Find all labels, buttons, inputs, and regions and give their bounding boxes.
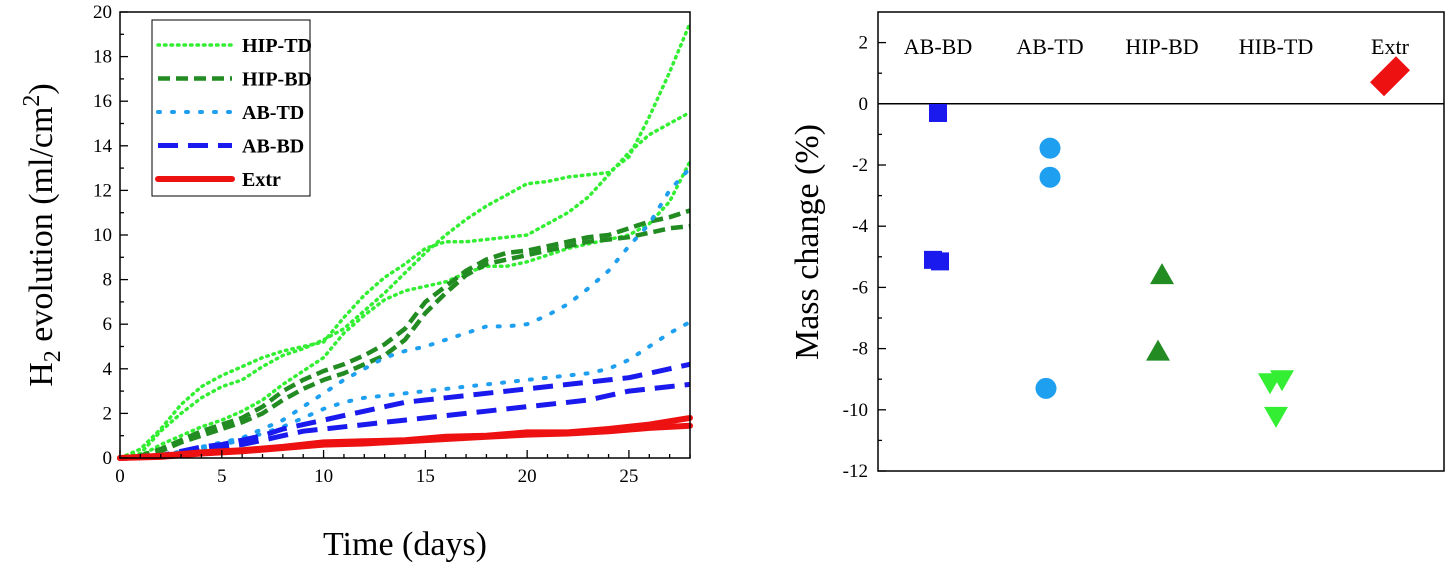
y-title-part-1: H: [23, 362, 60, 387]
mass-y-tick-label: 0: [859, 94, 869, 115]
x-tick-label: 10: [314, 466, 333, 487]
legend-label-extr: Extr: [242, 169, 281, 191]
x-tick-label: 15: [416, 466, 435, 487]
point-ab-bd-1: [929, 103, 947, 122]
mass-y-tick-label: -8: [852, 339, 868, 360]
y-tick-label: 6: [103, 314, 113, 335]
legend-label-ab-bd: AB-BD: [242, 136, 304, 158]
y-tick-label: 20: [93, 2, 112, 23]
series-line-hip-td-run-1: [118, 110, 692, 460]
series-line-hip-td-run-3: [118, 21, 692, 460]
series-line-hip-bd-run-2: [119, 223, 691, 461]
left-series-lines: [117, 21, 693, 461]
mass-y-tick-label: -4: [852, 216, 868, 237]
category-label-ab-bd: AB-BD: [904, 34, 972, 59]
series-line-extr-run-2: [117, 422, 693, 461]
y-tick-label: 0: [103, 448, 113, 469]
y-tick-label: 16: [93, 91, 112, 112]
mass-y-tick-label: 2: [859, 33, 869, 54]
y-tick-label: 8: [103, 270, 113, 291]
point-hib-td-3: [1264, 406, 1288, 428]
y-title-sub: 2: [40, 350, 66, 362]
category-label-extr: Extr: [1371, 34, 1410, 59]
x-tick-label: 20: [518, 466, 537, 487]
y-title-part-3: ): [23, 83, 60, 94]
point-ab-td-1: [1039, 137, 1061, 159]
legend-label-hip-td: HIP-TD: [242, 35, 312, 57]
category-labels: AB-BD AB-TD HIP-BD HIB-TD Extr: [904, 34, 1410, 59]
y-tick-label: 12: [93, 180, 112, 201]
category-label-ab-td: AB-TD: [1016, 34, 1083, 59]
mass-y-tick-label: -12: [843, 461, 868, 482]
point-hip-bd-2: [1146, 339, 1170, 361]
series-line-ab-bd-run-2: [120, 381, 691, 461]
x-axis-title: Time (days): [323, 526, 487, 563]
x-tick-label: 0: [115, 466, 125, 487]
y-tick-label: 4: [103, 359, 113, 380]
y-tick-label: 10: [93, 225, 112, 246]
series-line-hip-bd-run-1: [119, 208, 691, 461]
mass-change-axis-title: Mass change (%): [789, 124, 826, 360]
x-tick-label: 5: [217, 466, 227, 487]
mass-y-tick-label: -6: [852, 277, 868, 298]
legend-label-ab-td: AB-TD: [242, 102, 304, 124]
scatter-points: [924, 56, 1410, 428]
left-axis-ticks: 0 5 10 15 20 25 0 2 4 6 8 10 12 14 16 18 20: [93, 2, 691, 487]
right-axis-ticks: 2 0 -2 -4 -6 -8 -10 -12: [843, 33, 886, 482]
point-hib-td-2: [1270, 370, 1294, 392]
mass-y-tick-label: -2: [852, 155, 868, 176]
legend-label-hip-bd: HIP-BD: [242, 69, 312, 91]
y-tick-label: 14: [93, 136, 113, 157]
point-ab-td-2: [1039, 166, 1061, 188]
category-label-hib-td: HIB-TD: [1239, 34, 1314, 59]
point-ab-td-3: [1035, 377, 1057, 399]
x-tick-label: 25: [619, 466, 638, 487]
y-axis-title: H2 evolution (ml/cm2): [19, 83, 66, 387]
y-tick-label: 18: [93, 47, 112, 68]
point-hip-bd-1: [1150, 263, 1174, 285]
right-plot-frame: [877, 11, 1445, 472]
point-ab-bd-3: [931, 252, 949, 271]
series-line-hip-td-run-2: [118, 159, 692, 460]
y-tick-label: 2: [103, 403, 113, 424]
y-title-sup: 2: [19, 95, 45, 107]
mass-y-tick-label: -10: [843, 400, 868, 421]
category-label-hip-bd: HIP-BD: [1125, 34, 1198, 59]
legend-box: [151, 19, 311, 197]
point-extr-1: [1370, 56, 1410, 97]
legend: HIP-TD HIP-BD AB-TD AB-BD Extr: [151, 19, 312, 197]
mass-change-chart: 2 0 -2 -4 -6 -8 -10 -12 AB-BD AB-TD HIP-BD HIB-TD E…: [789, 11, 1445, 482]
y-title-part-2: evolution (ml/cm: [23, 107, 60, 351]
series-line-ab-td-run-1: [118, 166, 692, 460]
